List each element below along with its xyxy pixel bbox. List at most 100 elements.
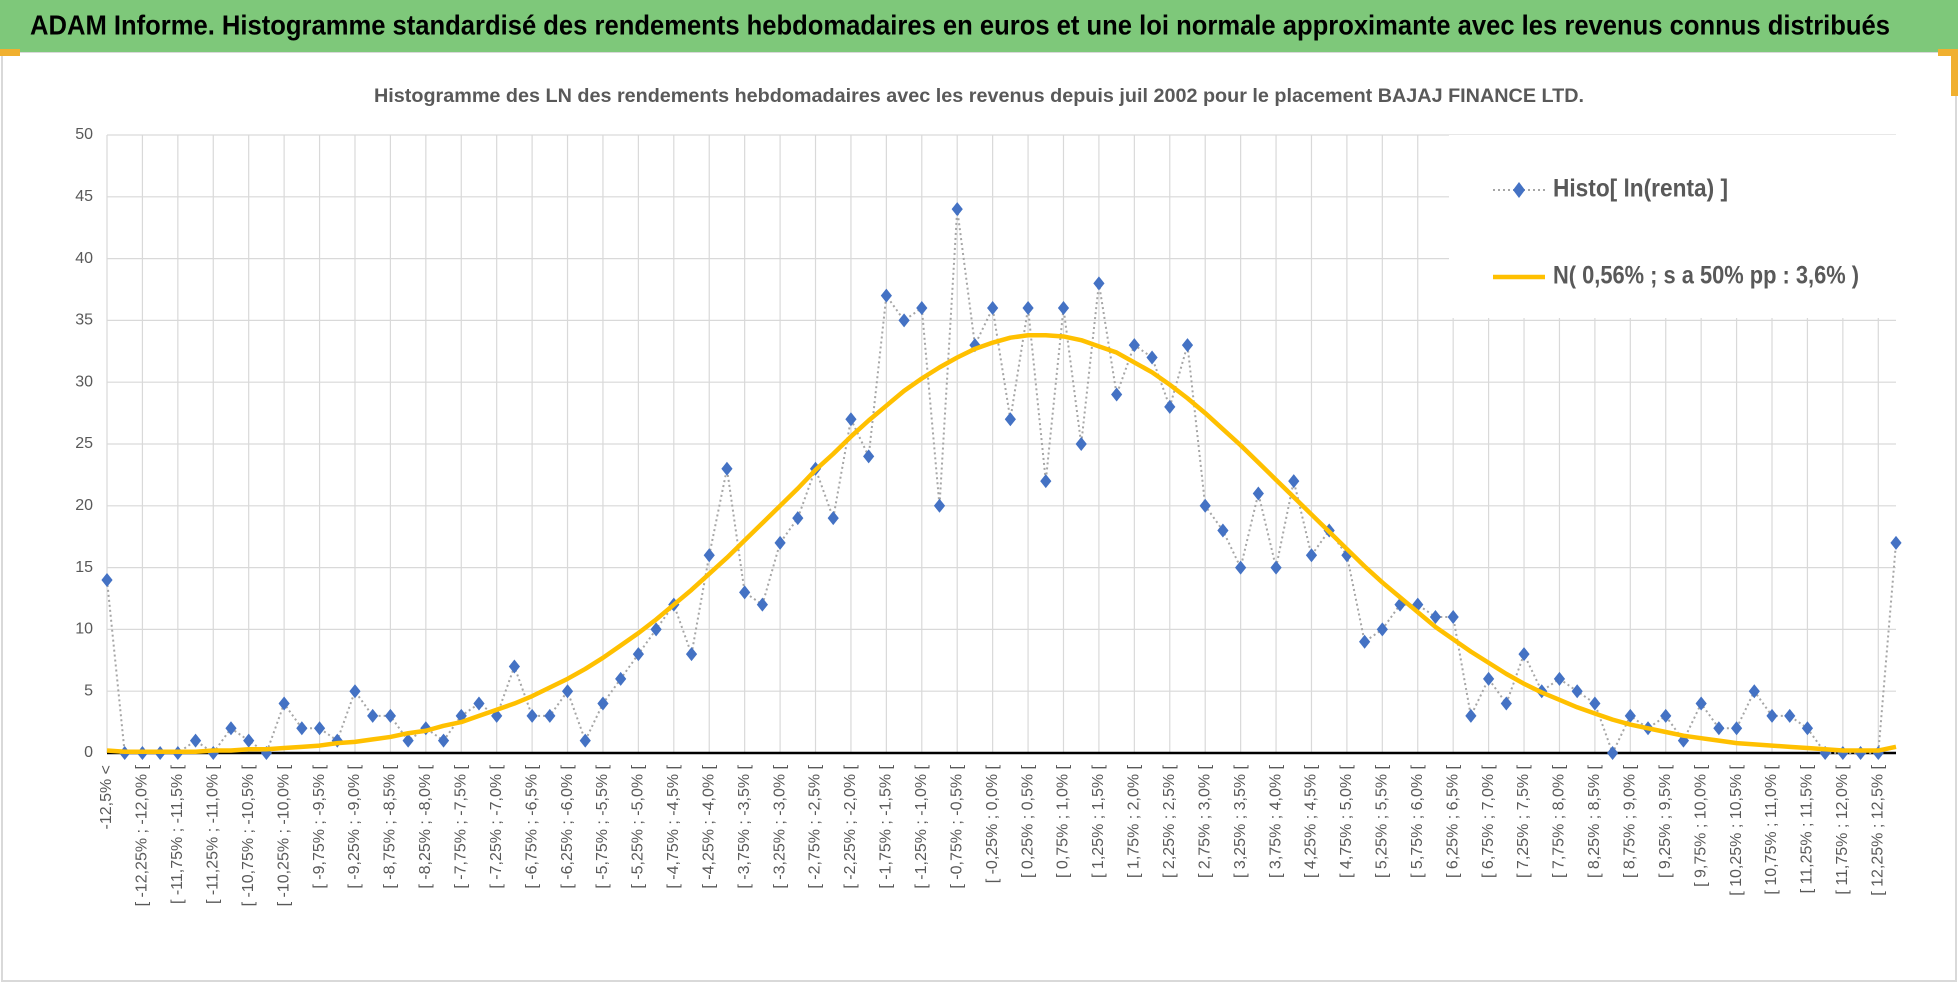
data-point bbox=[703, 548, 715, 563]
x-tick-label: [ 9,75% ; 10,0% [ bbox=[1692, 764, 1709, 886]
data-point bbox=[1553, 671, 1566, 686]
data-point bbox=[296, 721, 308, 736]
data-point bbox=[1057, 301, 1070, 316]
x-tick-label: [ -4,25% ; -4,0% [ bbox=[700, 764, 717, 888]
data-point bbox=[455, 708, 467, 723]
x-tick-label: [ -9,75% ; -9,5% [ bbox=[311, 764, 328, 888]
x-tick-label: [ 1,25% ; 1,5% [ bbox=[1090, 764, 1107, 878]
data-point bbox=[1465, 708, 1477, 723]
data-point bbox=[1376, 622, 1388, 637]
data-point bbox=[1447, 610, 1459, 625]
x-tick-label: [ -7,75% ; -7,5% [ bbox=[452, 764, 469, 888]
x-tick-label: [ 8,25% ; 8,5% [ bbox=[1586, 764, 1603, 878]
x-tick-label: [ -1,75% ; -1,5% [ bbox=[878, 764, 895, 888]
x-tick-label: [ -8,75% ; -8,5% [ bbox=[382, 764, 399, 888]
data-point bbox=[1111, 387, 1123, 402]
data-point bbox=[473, 696, 485, 711]
legend-box bbox=[1449, 135, 1896, 318]
data-point bbox=[402, 733, 414, 748]
data-point bbox=[845, 412, 857, 427]
x-tick-label: [ -4,75% ; -4,5% [ bbox=[665, 764, 682, 888]
y-tick-label: 20 bbox=[75, 497, 93, 514]
x-tick-label: [ 2,75% ; 3,0% [ bbox=[1196, 764, 1213, 878]
data-point bbox=[1093, 276, 1105, 291]
x-tick-label: [ -10,75% ; -10,5% [ bbox=[240, 764, 257, 906]
data-point bbox=[1483, 671, 1495, 686]
data-point bbox=[1660, 708, 1672, 723]
data-point bbox=[1146, 350, 1158, 365]
y-tick-label: 25 bbox=[75, 435, 93, 452]
data-point bbox=[1412, 597, 1424, 612]
data-point bbox=[1624, 708, 1636, 723]
data-point bbox=[827, 511, 839, 526]
data-point bbox=[792, 511, 804, 526]
data-point bbox=[739, 585, 751, 600]
data-point bbox=[685, 647, 698, 662]
data-point bbox=[632, 647, 644, 662]
data-point bbox=[774, 535, 786, 550]
x-tick-label: [ 5,25% ; 5,5% [ bbox=[1374, 764, 1391, 878]
legend-label: N( 0,56% ; s a 50% pp : 3,6% ) bbox=[1553, 262, 1859, 290]
x-tick-label: [ -11,25% ; -11,0% [ bbox=[204, 764, 221, 904]
y-tick-label: 45 bbox=[75, 188, 93, 205]
y-tick-label: 10 bbox=[75, 621, 93, 638]
data-point bbox=[650, 622, 662, 637]
x-tick-label: [ 7,25% ; 7,5% [ bbox=[1515, 764, 1532, 878]
data-point bbox=[101, 572, 113, 587]
x-tick-label: [ -6,75% ; -6,5% [ bbox=[523, 764, 540, 888]
data-point bbox=[579, 733, 591, 748]
data-point bbox=[1801, 721, 1814, 736]
legend-label: Histo[ ln(renta) ] bbox=[1553, 175, 1728, 203]
data-point bbox=[1730, 721, 1743, 736]
x-tick-label: [ 6,25% ; 6,5% [ bbox=[1444, 764, 1461, 878]
data-point bbox=[544, 708, 556, 723]
x-tick-label: [ -5,75% ; -5,5% [ bbox=[594, 764, 611, 888]
data-point bbox=[1872, 746, 1884, 760]
data-point bbox=[1305, 548, 1318, 563]
data-point bbox=[1695, 696, 1707, 711]
x-tick-label: [ -8,25% ; -8,0% [ bbox=[417, 764, 434, 888]
data-point bbox=[597, 696, 609, 711]
x-tick-label: [ 2,25% ; 2,5% [ bbox=[1161, 764, 1178, 878]
data-point bbox=[1075, 437, 1087, 451]
x-tick-label: [ -0,75% ; -0,5% [ bbox=[948, 764, 965, 888]
data-point bbox=[225, 721, 237, 736]
x-tick-label: [ 10,25% ; 10,5% [ bbox=[1728, 764, 1745, 895]
x-tick-label: [ 7,75% ; 8,0% [ bbox=[1551, 764, 1568, 878]
data-point bbox=[1500, 696, 1512, 711]
x-tick-label: [ -1,25% ; -1,0% [ bbox=[913, 764, 930, 888]
x-tick-label: [ -10,25% ; -10,0% [ bbox=[275, 764, 292, 906]
x-tick-label: [ 0,25% ; 0,5% [ bbox=[1019, 764, 1036, 878]
x-tick-label: [ -0,25% ; 0,0% [ bbox=[984, 764, 1001, 883]
data-point bbox=[189, 733, 202, 748]
corner-accent bbox=[1938, 49, 1958, 56]
data-point bbox=[987, 301, 999, 316]
data-point bbox=[916, 301, 928, 316]
x-tick-label: [ 11,75% ; 12,0% [ bbox=[1834, 764, 1851, 894]
chart-title: Histogramme des LN des rendements hebdom… bbox=[374, 86, 1584, 107]
x-tick-label: [ 8,75% ; 9,0% [ bbox=[1622, 764, 1639, 878]
x-tick-label: [ 12,25% ; 12,5% [ bbox=[1870, 764, 1887, 895]
x-tick-label: [ 6,75% ; 7,0% [ bbox=[1480, 764, 1497, 878]
data-point bbox=[1429, 610, 1442, 625]
data-point bbox=[951, 202, 963, 217]
x-tick-label: [ 4,25% ; 4,5% [ bbox=[1303, 764, 1320, 878]
data-point bbox=[349, 684, 361, 699]
data-point bbox=[1128, 338, 1140, 353]
y-tick-label: 50 bbox=[75, 126, 93, 143]
data-point bbox=[278, 696, 290, 711]
data-point bbox=[1589, 696, 1601, 711]
data-point bbox=[1164, 399, 1176, 414]
x-tick-label: [ -7,25% ; -7,0% [ bbox=[488, 764, 505, 888]
data-point bbox=[1181, 338, 1194, 353]
x-tick-label: [ 10,75% ; 11,0% [ bbox=[1763, 764, 1780, 894]
data-point bbox=[756, 597, 768, 612]
data-point bbox=[243, 733, 255, 748]
data-point bbox=[933, 498, 946, 513]
y-tick-label: 0 bbox=[84, 744, 93, 761]
data-point bbox=[1252, 486, 1264, 501]
data-point bbox=[1040, 474, 1052, 489]
y-tick-label: 30 bbox=[75, 373, 93, 390]
x-tick-label: [ 9,25% ; 9,5% [ bbox=[1657, 764, 1674, 878]
